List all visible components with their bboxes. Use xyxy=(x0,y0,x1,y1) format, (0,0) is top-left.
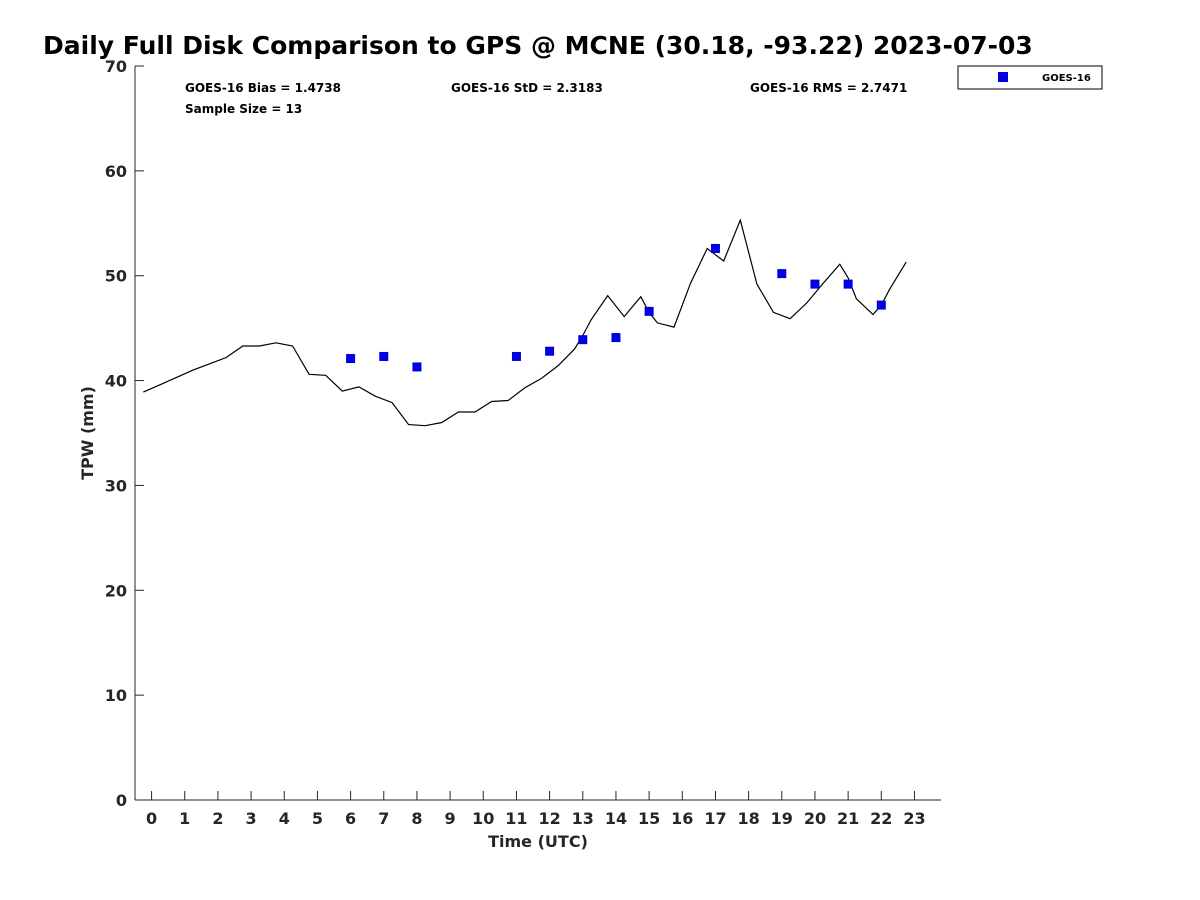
x-tick-label: 17 xyxy=(704,809,726,828)
y-tick-label: 0 xyxy=(116,791,127,810)
y-axis-label: TPW (mm) xyxy=(78,386,97,480)
goes16-point xyxy=(777,269,787,279)
goes16-point xyxy=(511,351,521,361)
legend-box xyxy=(957,65,1103,90)
x-axis-label: Time (UTC) xyxy=(488,832,588,851)
x-tick-label: 7 xyxy=(378,809,389,828)
legend-label: GOES-16 xyxy=(1042,73,1091,84)
goes16-point xyxy=(578,335,588,345)
chart-title: Daily Full Disk Comparison to GPS @ MCNE… xyxy=(43,31,1033,60)
y-tick-label: 60 xyxy=(105,162,127,181)
x-tick-label: 22 xyxy=(870,809,892,828)
x-tick-label: 6 xyxy=(345,809,356,828)
x-tick-label: 8 xyxy=(411,809,422,828)
x-tick-label: 0 xyxy=(146,809,157,828)
goes16-point xyxy=(545,346,555,356)
goes16-point xyxy=(412,362,422,372)
goes16-point xyxy=(810,279,820,289)
goes16-point xyxy=(644,306,654,316)
y-tick-label: 40 xyxy=(105,372,127,391)
x-tick-label: 10 xyxy=(472,809,494,828)
goes16-point xyxy=(346,354,356,364)
x-tick-label: 3 xyxy=(246,809,257,828)
x-tick-label: 13 xyxy=(572,809,594,828)
goes16-point xyxy=(611,333,621,343)
x-tick-label: 5 xyxy=(312,809,323,828)
x-tick-label: 2 xyxy=(212,809,223,828)
goes16-point xyxy=(379,351,389,361)
legend-marker xyxy=(998,72,1008,82)
sample-size-stat: Sample Size = 13 xyxy=(185,102,302,116)
x-tick-label: 4 xyxy=(279,809,290,828)
goes16-point xyxy=(876,300,886,310)
x-tick-label: 12 xyxy=(538,809,560,828)
x-tick-label: 1 xyxy=(179,809,190,828)
y-tick-label: 30 xyxy=(105,476,127,495)
gps-line xyxy=(143,218,907,427)
goes16-point xyxy=(710,243,720,253)
x-tick-label: 16 xyxy=(671,809,693,828)
x-tick-label: 19 xyxy=(771,809,793,828)
x-tick-label: 15 xyxy=(638,809,660,828)
legend: GOES-16 xyxy=(957,65,1103,90)
x-tick-label: 23 xyxy=(903,809,925,828)
x-tick-label: 9 xyxy=(445,809,456,828)
y-tick-label: 50 xyxy=(105,267,127,286)
y-tick-label: 70 xyxy=(105,57,127,76)
bias-stat: GOES-16 Bias = 1.4738 xyxy=(185,81,341,95)
std-stat: GOES-16 StD = 2.3183 xyxy=(451,81,603,95)
x-tick-label: 14 xyxy=(605,809,627,828)
goes16-point xyxy=(843,279,853,289)
y-tick-label: 20 xyxy=(105,581,127,600)
x-tick-label: 18 xyxy=(737,809,759,828)
x-tick-label: 21 xyxy=(837,809,859,828)
rms-stat: GOES-16 RMS = 2.7471 xyxy=(750,81,907,95)
x-tick-label: 20 xyxy=(804,809,826,828)
x-tick-label: 11 xyxy=(505,809,527,828)
y-tick-label: 10 xyxy=(105,686,127,705)
